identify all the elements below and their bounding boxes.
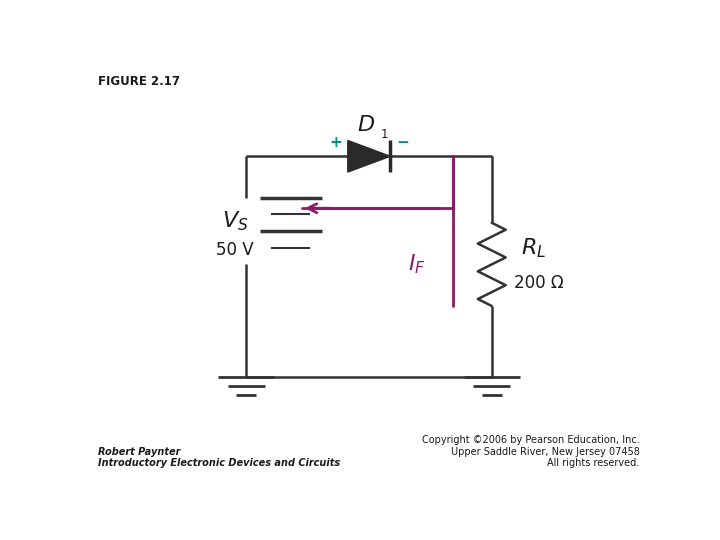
Text: 200 Ω: 200 Ω	[514, 274, 564, 292]
Text: 50 V: 50 V	[216, 241, 254, 259]
Polygon shape	[348, 140, 390, 172]
Text: $_1$: $_1$	[380, 124, 389, 140]
Text: −: −	[396, 135, 409, 150]
Text: $D$: $D$	[357, 114, 375, 136]
Text: FIGURE 2.17: FIGURE 2.17	[99, 75, 181, 88]
Text: Robert Paynter
Introductory Electronic Devices and Circuits: Robert Paynter Introductory Electronic D…	[99, 447, 341, 468]
Text: $R_L$: $R_L$	[521, 236, 546, 260]
Text: $V_S$: $V_S$	[222, 209, 248, 233]
Text: +: +	[329, 135, 342, 150]
Text: $I_F$: $I_F$	[408, 253, 426, 276]
Text: Copyright ©2006 by Pearson Education, Inc.
Upper Saddle River, New Jersey 07458
: Copyright ©2006 by Pearson Education, In…	[422, 435, 639, 468]
